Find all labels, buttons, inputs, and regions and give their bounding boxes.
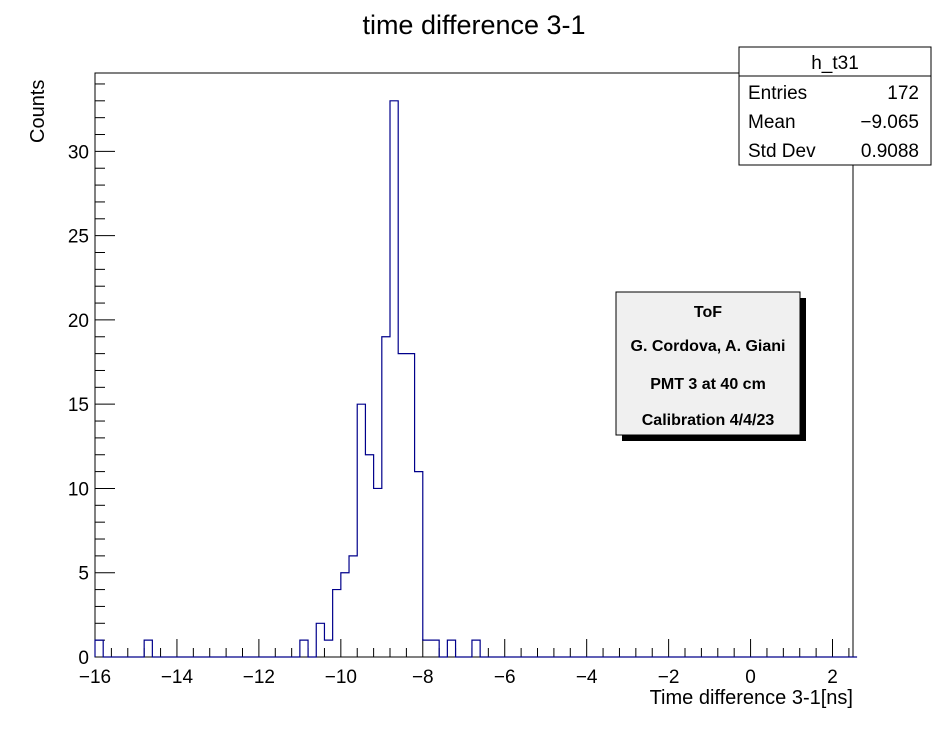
stats-entries-value: 172	[887, 83, 919, 104]
x-tick-label: 0	[745, 667, 756, 688]
x-tick-label: −4	[576, 667, 598, 688]
stats-box: h_t31 Entries 172 Mean −9.065 Std Dev 0.…	[738, 46, 932, 166]
y-tick-label: 25	[68, 227, 89, 248]
x-tick-label: −2	[658, 667, 680, 688]
plot-frame	[94, 72, 854, 658]
stats-stddev-value: 0.9088	[861, 141, 919, 162]
x-tick-label: 2	[827, 667, 838, 688]
stats-stddev-label: Std Dev	[748, 141, 816, 162]
info-line-calibration: Calibration 4/4/23	[642, 412, 775, 429]
y-tick-label: 5	[78, 564, 89, 585]
y-tick-label: 15	[68, 395, 89, 416]
x-tick-label: −12	[243, 667, 275, 688]
y-tick-label: 30	[68, 142, 89, 163]
stats-mean-label: Mean	[748, 112, 796, 133]
y-axis-title: Counts	[27, 80, 49, 143]
x-tick-label: −16	[79, 667, 111, 688]
x-tick-label: −14	[161, 667, 194, 688]
stats-entries-label: Entries	[748, 83, 807, 104]
stats-box-title: h_t31	[811, 53, 859, 74]
y-tick-label: 20	[68, 311, 89, 332]
info-line-tof: ToF	[694, 304, 722, 321]
info-line-pmt: PMT 3 at 40 cm	[650, 376, 766, 393]
x-axis: −16 −14 −12 −10 −8 −6 −4 −2 0 2	[79, 639, 850, 688]
y-tick-label: 0	[78, 648, 89, 669]
stats-mean-value: −9.065	[860, 112, 919, 133]
y-tick-label: 10	[68, 479, 89, 500]
histogram-line	[94, 100, 858, 658]
x-tick-label: −8	[412, 667, 434, 688]
x-tick-label: −6	[494, 667, 516, 688]
chart-title: time difference 3-1	[362, 10, 585, 40]
info-box: ToF G. Cordova, A. Giani PMT 3 at 40 cm …	[615, 291, 806, 441]
x-axis-title: Time difference 3-1[ns]	[650, 687, 853, 709]
x-tick-label: −10	[325, 667, 357, 688]
info-line-authors: G. Cordova, A. Giani	[631, 338, 786, 355]
